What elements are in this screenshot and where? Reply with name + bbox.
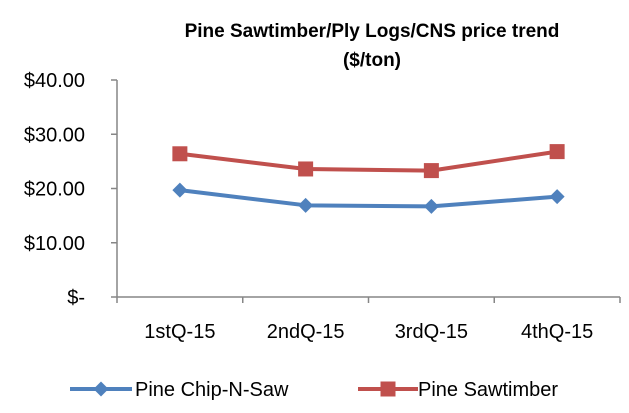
y-tick-label: $30.00: [24, 124, 85, 146]
data-point-marker: [172, 182, 188, 198]
y-tick-label: $10.00: [24, 233, 85, 255]
data-point-marker: [298, 161, 314, 177]
legend-swatch-marker: [93, 381, 109, 397]
data-point-marker: [549, 144, 565, 160]
data-point-marker: [423, 198, 439, 214]
x-tick-label: 4thQ-15: [521, 321, 593, 343]
data-point-marker: [172, 146, 188, 162]
y-axis-ticks: $- $10.00 $20.00 $30.00 $40.00: [24, 70, 117, 309]
data-point-marker: [423, 163, 439, 179]
chart-title-line2: ($/ton): [343, 50, 401, 71]
chart-title-line1: Pine Sawtimber/Ply Logs/CNS price trend: [185, 21, 560, 42]
x-tick-label: 1stQ-15: [144, 321, 215, 343]
data-point-marker: [298, 197, 314, 213]
series-line: [179, 149, 558, 173]
y-tick-label: $-: [67, 287, 85, 309]
x-tick-label: 2ndQ-15: [267, 321, 345, 343]
legend-label: Pine Chip-N-Saw: [135, 379, 289, 401]
y-tick-label: $20.00: [24, 179, 85, 201]
data-point-marker: [549, 189, 565, 205]
series-pine-sawtimber: [172, 144, 565, 179]
series-pine-chip-n-saw: [172, 182, 565, 214]
series-line: [179, 188, 558, 209]
legend-entry: Pine Chip-N-Saw: [70, 379, 289, 401]
x-axis-ticks: 1stQ-15 2ndQ-15 3rdQ-15 4thQ-15: [116, 297, 621, 343]
legend-entry: Pine Sawtimber: [358, 379, 558, 401]
legend-swatch-marker: [380, 381, 396, 397]
series-layer: [172, 144, 565, 214]
legend-label: Pine Sawtimber: [418, 379, 558, 401]
legend: Pine Chip-N-Saw Pine Sawtimber: [70, 379, 558, 401]
y-tick-label: $40.00: [24, 70, 85, 92]
x-tick-label: 3rdQ-15: [395, 321, 468, 343]
